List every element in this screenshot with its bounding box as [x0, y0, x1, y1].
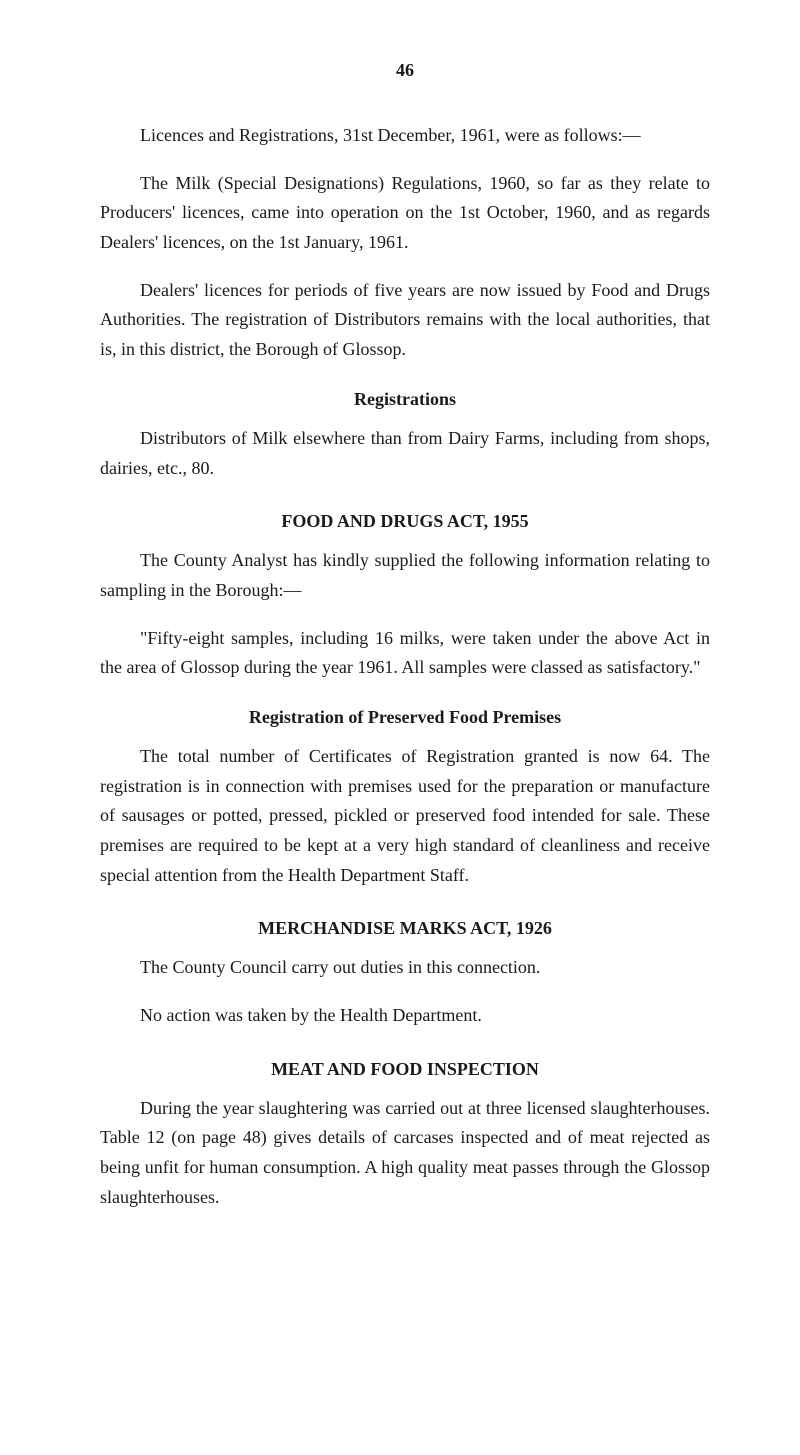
paragraph-county-analyst: The County Analyst has kindly supplied t…: [100, 546, 710, 605]
paragraph-certificates: The total number of Certificates of Regi…: [100, 742, 710, 890]
paragraph-county-council: The County Council carry out duties in t…: [100, 953, 710, 983]
paragraph-licences-intro: Licences and Registrations, 31st Decembe…: [100, 121, 710, 151]
paragraph-no-action: No action was taken by the Health Depart…: [100, 1001, 710, 1031]
page-number: 46: [100, 60, 710, 81]
heading-meat-inspection: MEAT AND FOOD INSPECTION: [100, 1059, 710, 1080]
paragraph-samples-quote: "Fifty-eight samples, including 16 milks…: [100, 624, 710, 683]
paragraph-dealers-licences: Dealers' licences for periods of five ye…: [100, 276, 710, 365]
paragraph-distributors: Distributors of Milk elsewhere than from…: [100, 424, 710, 483]
paragraph-slaughtering: During the year slaughtering was carried…: [100, 1094, 710, 1213]
paragraph-milk-regulations: The Milk (Special Designations) Regulati…: [100, 169, 710, 258]
heading-food-drugs-act: FOOD AND DRUGS ACT, 1955: [100, 511, 710, 532]
heading-registrations: Registrations: [100, 389, 710, 410]
heading-preserved-food: Registration of Preserved Food Premises: [100, 707, 710, 728]
heading-merchandise-marks: MERCHANDISE MARKS ACT, 1926: [100, 918, 710, 939]
